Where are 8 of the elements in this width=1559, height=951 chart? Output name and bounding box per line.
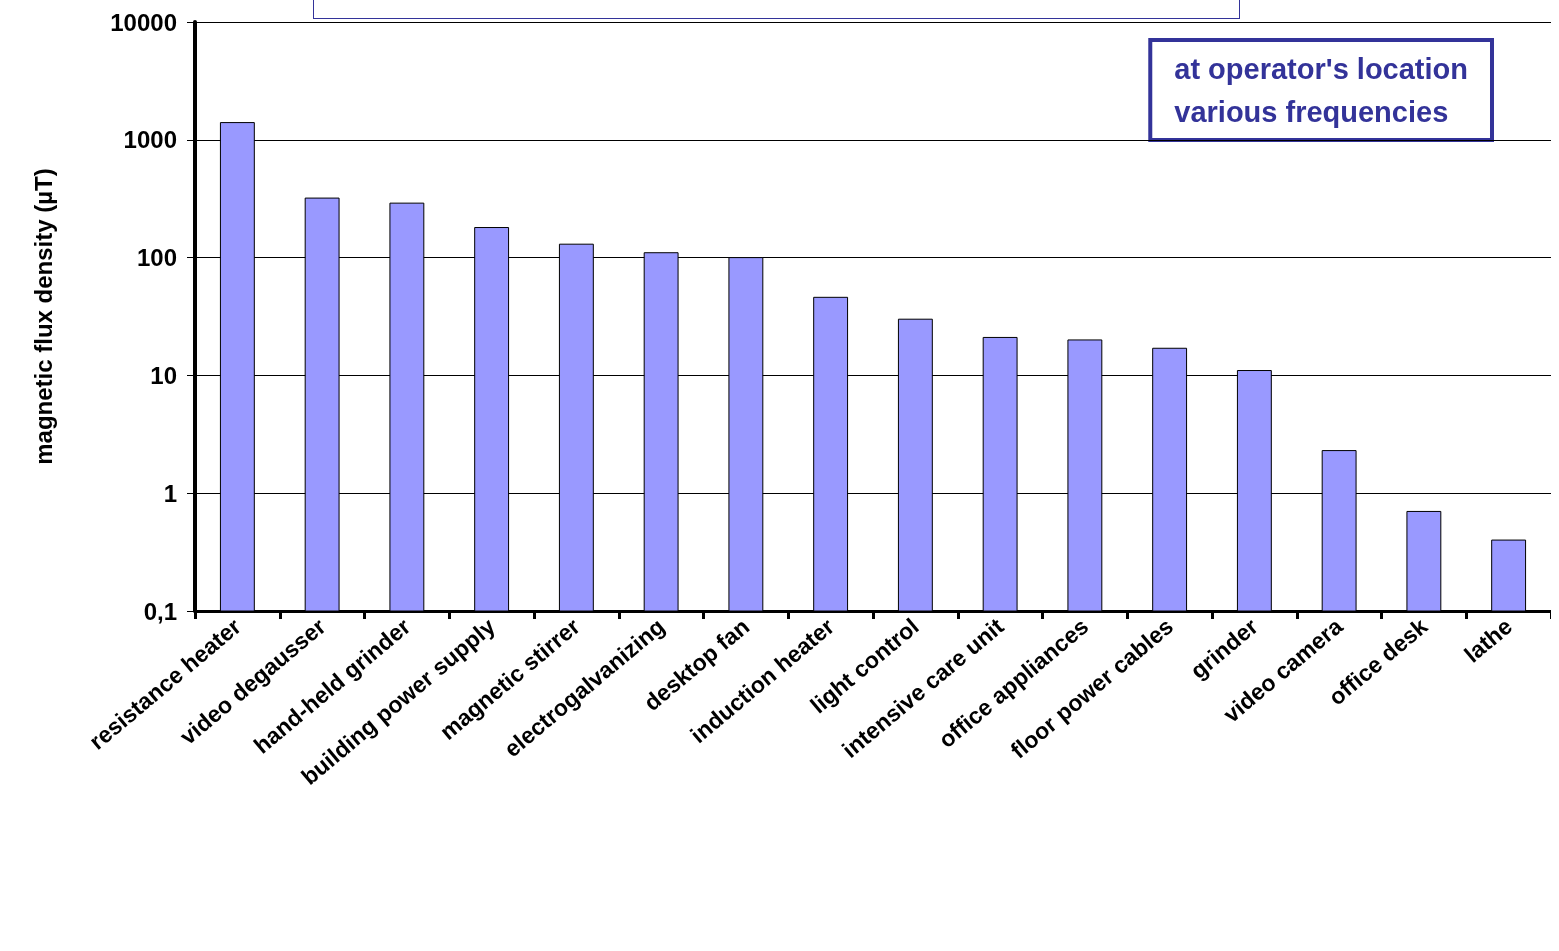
y-tick-label: 10000 [110, 8, 177, 36]
y-tick-label: 10 [150, 361, 177, 389]
y-tick-label: 1 [163, 479, 177, 507]
y-axis-title: magnetic flux density (µT) [29, 168, 57, 465]
y-tick-label: 100 [136, 244, 177, 272]
y-tick-label: 0,1 [143, 597, 177, 625]
annotation: at operator's location various frequencies [1174, 52, 1469, 128]
y-tick-label: 1000 [123, 126, 177, 154]
